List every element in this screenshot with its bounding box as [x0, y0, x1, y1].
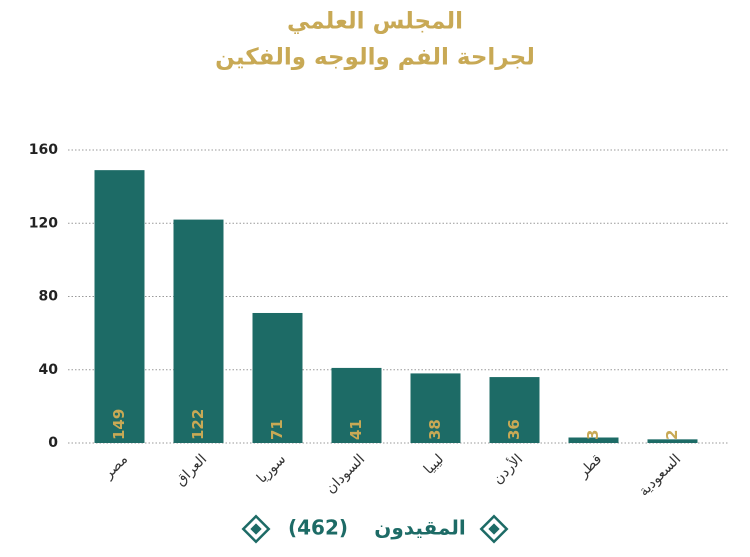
bar [252, 312, 303, 443]
value-label: 36 [505, 419, 523, 440]
bar [489, 377, 540, 443]
bar [94, 170, 145, 444]
chart-subtitle: لجراحة الفم والوجه والفكين [215, 45, 535, 71]
value-label: 71 [268, 419, 286, 440]
y-tick-label: 160 [29, 142, 58, 158]
value-label: 2 [663, 430, 681, 440]
legend-icon [241, 514, 271, 544]
x-tick-label: قطر [575, 451, 605, 481]
legend-icon [479, 514, 509, 544]
chart-title: المجلس العلمي [287, 9, 463, 35]
value-label: 41 [347, 419, 365, 440]
x-tick-label: السودان [323, 451, 368, 496]
y-tick-label: 0 [48, 435, 58, 451]
value-label: 122 [189, 409, 207, 440]
x-tick-label: الأردن [489, 450, 527, 488]
y-tick-label: 40 [39, 362, 59, 378]
bar [568, 437, 619, 443]
x-tick-label: السعودية [636, 451, 684, 499]
value-label: 3 [584, 430, 602, 440]
y-tick-label: 120 [29, 215, 58, 231]
y-tick-label: 80 [39, 289, 59, 305]
bar [173, 219, 224, 443]
legend-label: المقيدون [374, 516, 465, 540]
x-tick-label: مصر [100, 451, 131, 482]
bar [647, 439, 698, 443]
legend-note: (462) [288, 516, 348, 540]
x-tick-label: سوريا [254, 451, 289, 486]
value-label: 38 [426, 419, 444, 440]
bar [410, 373, 461, 443]
legend: (462) المقيدون [241, 514, 509, 544]
x-tick-label: العراق [172, 451, 210, 489]
bar [331, 367, 382, 443]
x-tick-label: ليبيا [421, 451, 447, 477]
value-label: 149 [110, 409, 128, 440]
